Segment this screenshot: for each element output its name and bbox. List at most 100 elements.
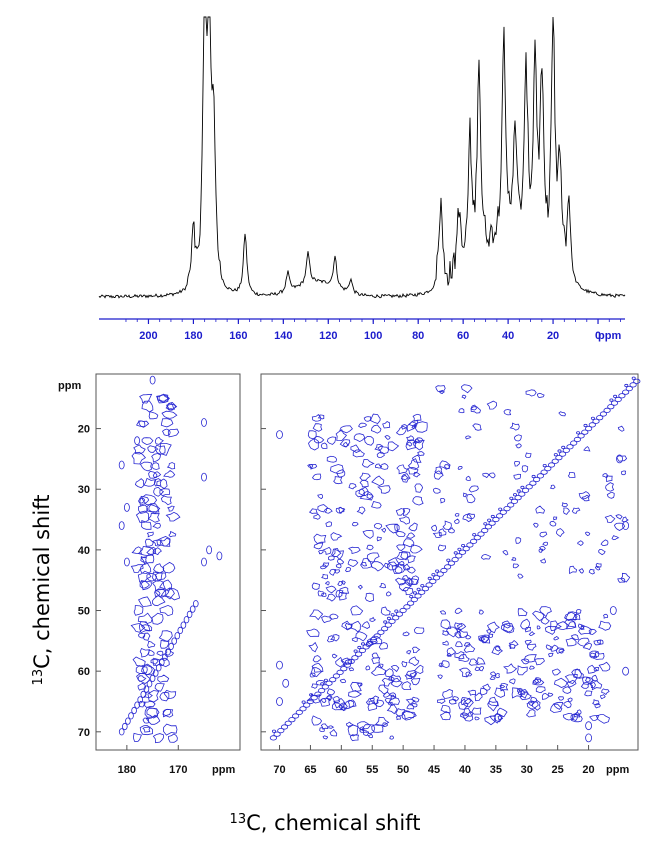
contour-peak xyxy=(306,693,321,704)
contour-peak xyxy=(622,666,629,676)
contour-diagonal xyxy=(269,735,277,741)
contour-diagonal xyxy=(584,425,593,432)
contour-peak xyxy=(540,558,547,564)
contour-peak xyxy=(329,613,339,620)
contour-peak xyxy=(514,434,522,442)
contour-diagonal xyxy=(384,622,392,628)
contour-peak xyxy=(488,472,496,479)
contour-peak xyxy=(359,490,374,501)
contour-peak xyxy=(594,565,601,571)
contour-diagonal xyxy=(409,594,414,599)
contour-peak xyxy=(582,676,594,685)
contour-peak xyxy=(355,488,366,498)
contour-diagonal xyxy=(421,586,429,592)
contour-peak xyxy=(388,697,400,705)
contour-diagonal xyxy=(629,382,637,388)
contour-peak xyxy=(525,709,536,718)
contour-peak xyxy=(406,435,415,442)
contour-peak xyxy=(329,568,337,576)
contour-peak xyxy=(365,665,371,671)
contour-peak xyxy=(572,613,581,621)
contour-diagonal xyxy=(134,701,140,709)
contour-diagonal xyxy=(354,651,363,657)
contour-peak xyxy=(201,418,207,427)
contour-peak xyxy=(159,691,170,702)
contour-peak xyxy=(166,462,176,470)
contour-peak xyxy=(454,651,465,660)
x-tick-label: 50 xyxy=(397,764,409,776)
contour-peak xyxy=(488,633,494,638)
contour-peak xyxy=(377,445,390,454)
contour-peak xyxy=(276,697,283,706)
contour-peak xyxy=(147,640,156,649)
contour-peak xyxy=(511,687,523,699)
contour-peak xyxy=(417,451,425,457)
contour-peak xyxy=(161,410,178,419)
contour-peak xyxy=(165,587,181,601)
contour-diagonal xyxy=(193,600,199,608)
contour-diagonal xyxy=(495,513,504,519)
contour-peak xyxy=(525,389,537,397)
contour-peak xyxy=(139,580,150,589)
contour-diagonal xyxy=(440,567,448,574)
contour-peak xyxy=(141,437,154,446)
contour-peak xyxy=(462,697,474,708)
y-tick-label: 30 xyxy=(78,484,90,496)
contour-peak xyxy=(308,508,318,514)
contour-peak xyxy=(147,649,155,656)
contour-peak xyxy=(356,682,363,687)
contour-peak xyxy=(497,707,508,718)
contour-peak xyxy=(358,486,369,497)
contour-peak xyxy=(308,641,319,653)
contour-peak xyxy=(157,674,170,683)
contour-peak xyxy=(598,620,612,631)
contour-diagonal xyxy=(499,509,507,515)
contour-peak xyxy=(474,692,483,702)
contour-peak xyxy=(406,566,416,574)
contour-peak xyxy=(328,725,335,729)
contour-peak xyxy=(371,501,382,509)
contour-peak xyxy=(617,425,625,432)
contour-peak xyxy=(452,696,459,702)
contour-diagonal xyxy=(566,444,574,450)
x-tick-label: 20 xyxy=(582,764,594,776)
contour-panel-carbonyl: 20 30 40 50 60 70 180 170 ppm ppm xyxy=(58,373,241,776)
contour-peak xyxy=(386,561,399,571)
contour-peak xyxy=(536,625,541,630)
contour-peak xyxy=(488,696,499,707)
contour-peak xyxy=(322,546,332,555)
contour-peak xyxy=(516,665,528,676)
contour-diagonal xyxy=(180,621,187,629)
contour-diagonal xyxy=(509,496,514,500)
contour-peak xyxy=(565,637,577,647)
contour-peak xyxy=(370,424,382,434)
contour-peak xyxy=(515,537,522,544)
contour-peak xyxy=(326,635,335,643)
contour-diagonal xyxy=(420,584,425,588)
contour-peak xyxy=(118,460,125,470)
contour-peak xyxy=(142,726,151,733)
x-axis-title: 13C, chemical shift xyxy=(230,811,421,835)
y-tick-label: 60 xyxy=(78,666,90,678)
contour-peak xyxy=(474,716,480,721)
contour-peak xyxy=(539,545,546,551)
contour-peak xyxy=(458,654,470,662)
contour-peak xyxy=(400,550,411,561)
contour-peak xyxy=(463,492,467,498)
contour-peak xyxy=(370,561,385,572)
contour-peak xyxy=(311,715,323,726)
contour-peak xyxy=(162,561,176,574)
contour-peak xyxy=(500,683,509,692)
contour-peak xyxy=(336,469,346,478)
contour-peak xyxy=(544,625,557,635)
contour-peak xyxy=(142,717,150,724)
contour-peak xyxy=(345,721,354,728)
contour-diagonal xyxy=(273,731,281,737)
contour-diagonal xyxy=(377,629,385,635)
contour-peak xyxy=(541,692,551,700)
contour-diagonal xyxy=(301,700,306,704)
contour-peak xyxy=(358,422,368,428)
contour-peak xyxy=(331,548,345,560)
contour-diagonal xyxy=(577,433,585,439)
contour-peak xyxy=(201,557,207,567)
